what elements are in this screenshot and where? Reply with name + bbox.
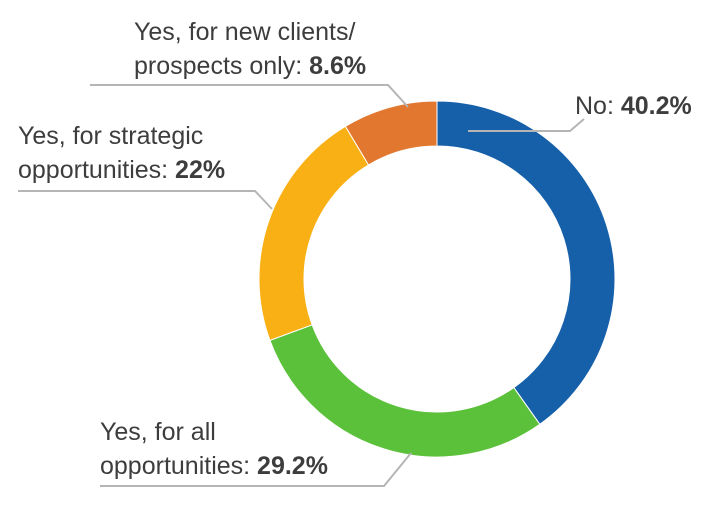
slice-label-2-line-2: opportunities: 29.2% — [100, 452, 328, 480]
donut-slice-1 — [436, 100, 616, 426]
leader-line-1 — [468, 118, 585, 132]
slice-label-2-line-1: Yes, for all — [100, 418, 216, 446]
slice-value-label-2: 29.2% — [257, 452, 328, 480]
leader-line-3 — [18, 190, 273, 210]
donut-slice-4 — [344, 100, 438, 166]
slice-value-label-3: 22% — [175, 156, 225, 184]
leader-line-2 — [100, 452, 412, 487]
donut-slice-2 — [269, 324, 541, 458]
slice-label-1-line-1: No: 40.2% — [575, 92, 692, 120]
slice-label-3-line-1: Yes, for strategic — [18, 122, 203, 150]
slice-value-label-4: 8.6% — [309, 52, 366, 80]
slice-label-4-line-1: Yes, for new clients/ — [134, 18, 355, 46]
leader-line-4 — [90, 84, 409, 108]
slice-value-label-1: 40.2% — [621, 92, 692, 120]
donut-slice-3 — [258, 125, 370, 341]
slice-label-4-line-2: prospects only: 8.6% — [134, 52, 366, 80]
slice-label-3-line-2: opportunities: 22% — [18, 156, 225, 184]
